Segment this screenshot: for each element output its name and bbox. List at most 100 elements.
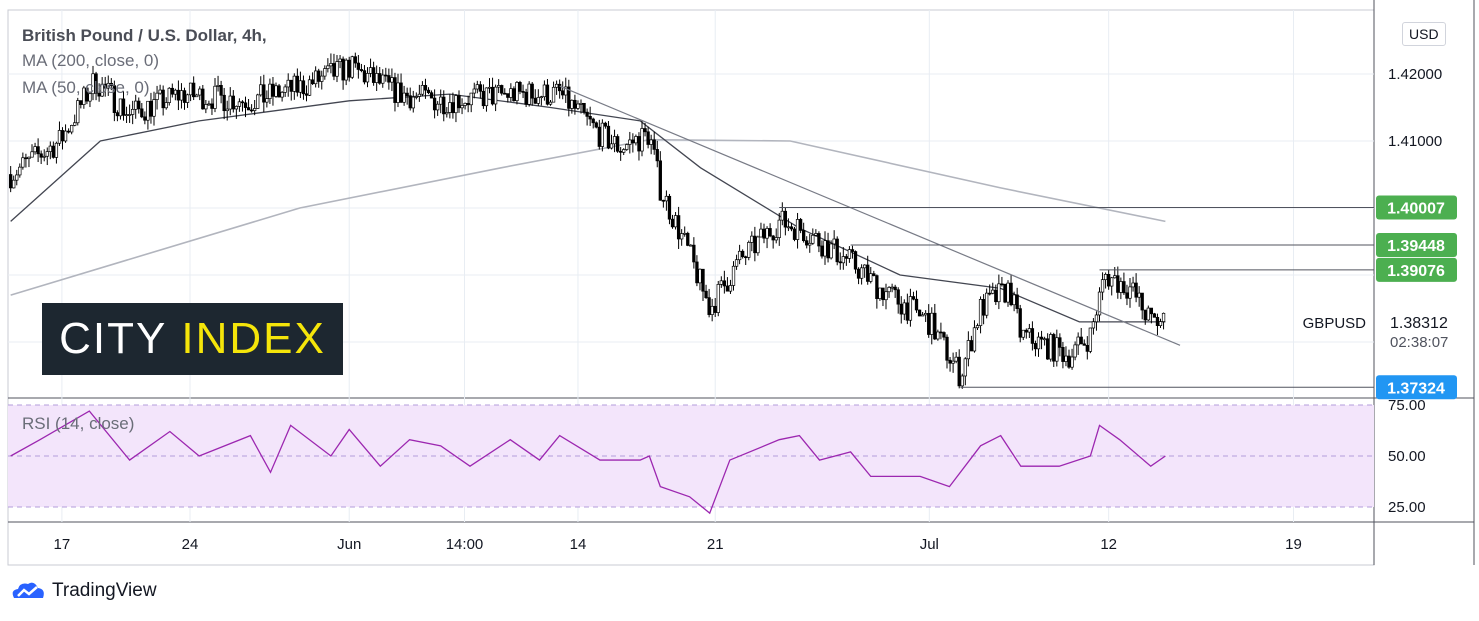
candle-up [368,67,373,74]
candle-up [719,280,723,285]
candle-up [134,100,138,110]
candle-up [1158,321,1163,327]
candle-up [82,87,86,105]
candle-up [960,375,964,387]
rsi-legend[interactable]: RSI (14, close) [22,414,135,433]
ma200-legend[interactable]: MA (200, close, 0) [22,51,160,70]
candle-down [1015,294,1019,309]
candle-up [1006,282,1010,303]
candle-down [518,82,522,92]
candle-down [875,275,879,299]
candle-down [429,92,434,99]
candle-up [625,144,629,150]
candle-down [240,101,245,104]
candle-down [353,56,357,64]
candle-up [930,312,934,335]
bar-countdown: 02:38:07 [1390,334,1448,351]
candle-up [1097,291,1102,316]
candle-down [341,58,345,81]
candle-down [432,97,437,111]
candle-down [289,79,293,92]
candle-up [515,82,519,102]
candle-down [451,102,455,114]
level-price-label: 1.39448 [1387,238,1445,255]
candle-down [676,215,681,240]
x-tick-label: Jul [920,536,939,553]
candle-up [786,226,791,229]
candle-down [387,75,391,83]
candle-up [124,114,129,116]
candle-up [683,232,687,235]
level-price-label-bg [1376,375,1457,400]
candle-down [478,84,483,92]
candle-down [713,305,717,313]
candle-down [655,149,659,162]
candle-up [920,314,925,317]
candle-down [741,250,745,258]
candle-down [771,235,775,241]
candle-up [564,86,568,96]
candle-up [975,325,980,329]
candle-up [554,83,559,88]
candle-up [326,65,330,69]
candle-down [384,74,388,77]
candle-up [951,360,955,364]
candle-down [707,297,711,315]
candle-up [908,296,913,321]
tradingview-brand[interactable]: TradingView [10,580,157,602]
candle-up [750,235,754,243]
candle-up [1021,329,1025,338]
candle-down [423,85,428,91]
candle-up [436,103,440,111]
candle-down [994,289,998,303]
candle-down [917,309,922,317]
candle-up [390,77,394,83]
candle-up [164,102,168,109]
candle-down [942,332,946,338]
candle-up [774,237,778,241]
currency-button[interactable]: USD [1402,22,1446,46]
x-tick-label: 17 [54,536,71,553]
candle-down [192,82,196,98]
candle-up [765,228,769,239]
candle-up [1070,356,1074,368]
candle-up [411,96,415,109]
candle-up [972,327,977,352]
candle-down [768,228,772,237]
candle-up [747,242,751,258]
candle-down [97,92,101,97]
candle-up [734,259,739,267]
ma50-legend[interactable]: MA (50, close, 0) [22,78,150,97]
candle-up [808,242,812,246]
candle-up [1042,338,1047,341]
level-price-label-bg [1376,195,1457,220]
candle-down [176,89,181,101]
candle-up [576,103,580,109]
candle-down [1107,273,1111,287]
candle-up [225,108,229,112]
candle-down [969,340,974,352]
candle-down [1079,336,1083,345]
candle-up [274,85,278,97]
candle-up [673,215,678,228]
candle-down [161,89,165,109]
candle-down [481,90,486,107]
candle-up [841,256,845,264]
candle-up [280,91,284,98]
candle-down [817,233,821,247]
candle-down [1082,343,1086,346]
logo-city: CITY [59,314,168,363]
candle-up [609,143,614,149]
price-chart[interactable]: 17 24 Jun 14:00 14 21 Jul 12 19 1.42000 1.41000 75.… [0,0,1479,570]
candle-down [561,90,565,96]
candle-down [51,145,56,158]
candle-up [1103,273,1108,281]
candle-up [76,100,80,124]
candle-down [503,92,507,95]
rsi-tick-label: 75.00 [1388,397,1426,414]
candle-up [628,139,632,145]
level-price-label-bg [1376,232,1457,257]
candle-up [777,219,781,238]
candle-up [1012,294,1016,306]
candle-down [826,240,830,259]
